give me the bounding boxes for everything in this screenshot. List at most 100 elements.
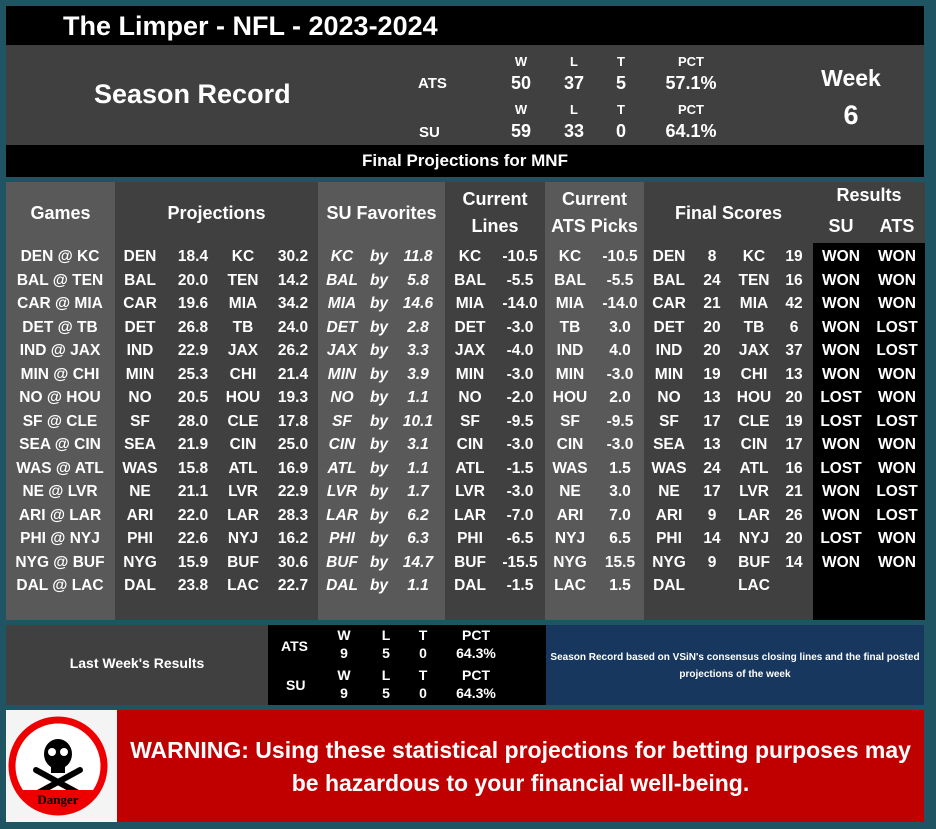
line-value-cell: -7.0	[506, 506, 534, 524]
pick-team-cell: TB	[559, 318, 581, 336]
fav-by-cell: by	[369, 459, 389, 477]
away-proj-cell: 15.9	[177, 553, 209, 571]
line-team-cell: LVR	[455, 483, 485, 500]
result-su-cell: WON	[822, 553, 860, 571]
final-away-score-cell: 14	[703, 530, 721, 547]
game-cell: DET @ TB	[22, 318, 98, 336]
away-team-cell: PHI	[127, 530, 153, 547]
lw-su-t-header: T	[418, 667, 428, 683]
fav-margin-cell: 11.8	[403, 248, 433, 265]
result-ats-cell: WON	[878, 389, 916, 406]
games-header: Games	[30, 203, 91, 223]
result-su-cell: LOST	[820, 459, 862, 477]
line-team-cell: MIN	[455, 365, 485, 383]
fav-team-cell: PHI	[329, 530, 355, 547]
season-record-note: Season Record based on VSiN's consensus …	[546, 625, 924, 705]
fav-team-cell: CIN	[328, 436, 356, 453]
away-team-cell: BAL	[124, 271, 156, 289]
line-value-cell: -14.0	[502, 295, 538, 312]
pick-line-cell: 3.0	[609, 483, 631, 500]
result-ats-cell	[867, 574, 927, 597]
away-team-cell: DEN	[123, 248, 157, 265]
pick-team-cell: ARI	[556, 506, 584, 524]
game-cell: NYG @ BUF	[15, 553, 105, 571]
result-su-cell: WON	[822, 248, 860, 265]
ats-l-header: L	[570, 54, 578, 69]
final-away-score-cell: 9	[707, 506, 717, 524]
lw-su-pct-header: PCT	[462, 667, 490, 683]
result-ats-cell: WON	[878, 553, 916, 571]
final-home-team-cell: BUF	[738, 553, 770, 571]
game-cell: DAL @ LAC	[16, 577, 104, 594]
final-home-team-cell: MIA	[739, 295, 769, 312]
current-lines-header-1: Current	[462, 189, 528, 209]
final-scores-header: Final Scores	[674, 203, 783, 223]
line-team-cell: BUF	[454, 553, 486, 571]
ats-t-header: T	[617, 54, 625, 69]
home-proj-cell: 30.6	[277, 553, 309, 571]
pick-line-cell: -5.5	[606, 271, 634, 289]
home-proj-cell: 25.0	[277, 436, 309, 453]
lw-su-w-header: W	[337, 667, 351, 683]
line-team-cell: SF	[460, 412, 480, 430]
pick-team-cell: NYG	[553, 553, 587, 571]
fav-margin-cell: 14.6	[402, 295, 434, 312]
line-value-cell: -4.0	[506, 342, 534, 359]
final-away-score-cell: 24	[703, 459, 721, 477]
season-record-panel: Season Record ATS SU W L T PCT 50 37 5 5…	[6, 45, 924, 145]
final-home-team-cell: LAC	[738, 577, 770, 594]
pick-team-cell: BAL	[554, 271, 586, 289]
final-home-score-cell: 21	[785, 483, 803, 500]
fav-by-cell: by	[369, 436, 389, 453]
ats-picks-header-1: Current	[561, 189, 627, 209]
lw-ats-t: 0	[419, 645, 427, 661]
final-away-score-cell: 24	[703, 271, 721, 289]
fav-team-cell: LAR	[326, 506, 358, 524]
fav-margin-cell: 6.2	[407, 506, 429, 524]
final-away-score-cell: 20	[703, 342, 721, 359]
result-su-cell: WON	[822, 483, 860, 500]
fav-by-cell: by	[369, 577, 389, 594]
final-away-score-cell: 13	[703, 436, 721, 453]
away-proj-cell: 20.5	[177, 389, 209, 406]
result-su-cell: WON	[822, 436, 860, 453]
final-home-score-cell: 6	[789, 318, 799, 336]
final-away-team-cell: MIN	[654, 365, 684, 383]
pick-line-cell: 4.0	[609, 342, 631, 359]
fav-margin-cell: 5.8	[407, 271, 429, 289]
away-team-cell: WAS	[122, 459, 158, 477]
final-away-team-cell: DAL	[653, 577, 685, 594]
line-value-cell: -6.5	[506, 530, 534, 547]
ats-label: ATS	[418, 75, 447, 92]
su-pct-header: PCT	[678, 102, 704, 117]
result-su-cell: WON	[822, 295, 860, 312]
final-away-score-cell: 8	[707, 248, 717, 265]
su-t-header: T	[617, 102, 625, 117]
final-scores-column: Final Scores	[644, 182, 813, 620]
su-w: 59	[510, 121, 532, 141]
away-team-cell: DET	[124, 318, 156, 336]
home-proj-cell: 22.7	[277, 577, 309, 594]
away-proj-cell: 28.0	[177, 412, 209, 430]
away-team-cell: MIN	[125, 365, 155, 383]
line-value-cell: -1.5	[506, 577, 534, 594]
ats-pct: 57.1%	[665, 73, 717, 93]
home-proj-cell: 16.9	[277, 459, 309, 477]
lw-ats-pct: 64.3%	[456, 645, 496, 661]
lw-su-t: 0	[419, 685, 427, 701]
lw-ats-w-header: W	[337, 627, 351, 643]
result-su-cell: WON	[822, 365, 860, 383]
pick-line-cell: -3.0	[606, 365, 634, 383]
line-team-cell: JAX	[454, 342, 486, 359]
pick-line-cell: 15.5	[604, 553, 636, 571]
final-away-score-cell: 17	[703, 412, 721, 430]
fav-margin-cell: 1.1	[407, 459, 429, 477]
final-home-score-cell: 20	[785, 389, 803, 406]
line-team-cell: LAR	[454, 506, 486, 524]
fav-by-cell: by	[369, 271, 389, 289]
current-lines-column: Current Lines	[445, 182, 545, 620]
line-value-cell: -2.0	[506, 389, 534, 406]
home-team-cell: HOU	[225, 389, 261, 406]
home-team-cell: JAX	[227, 342, 259, 359]
line-team-cell: CIN	[456, 436, 484, 453]
